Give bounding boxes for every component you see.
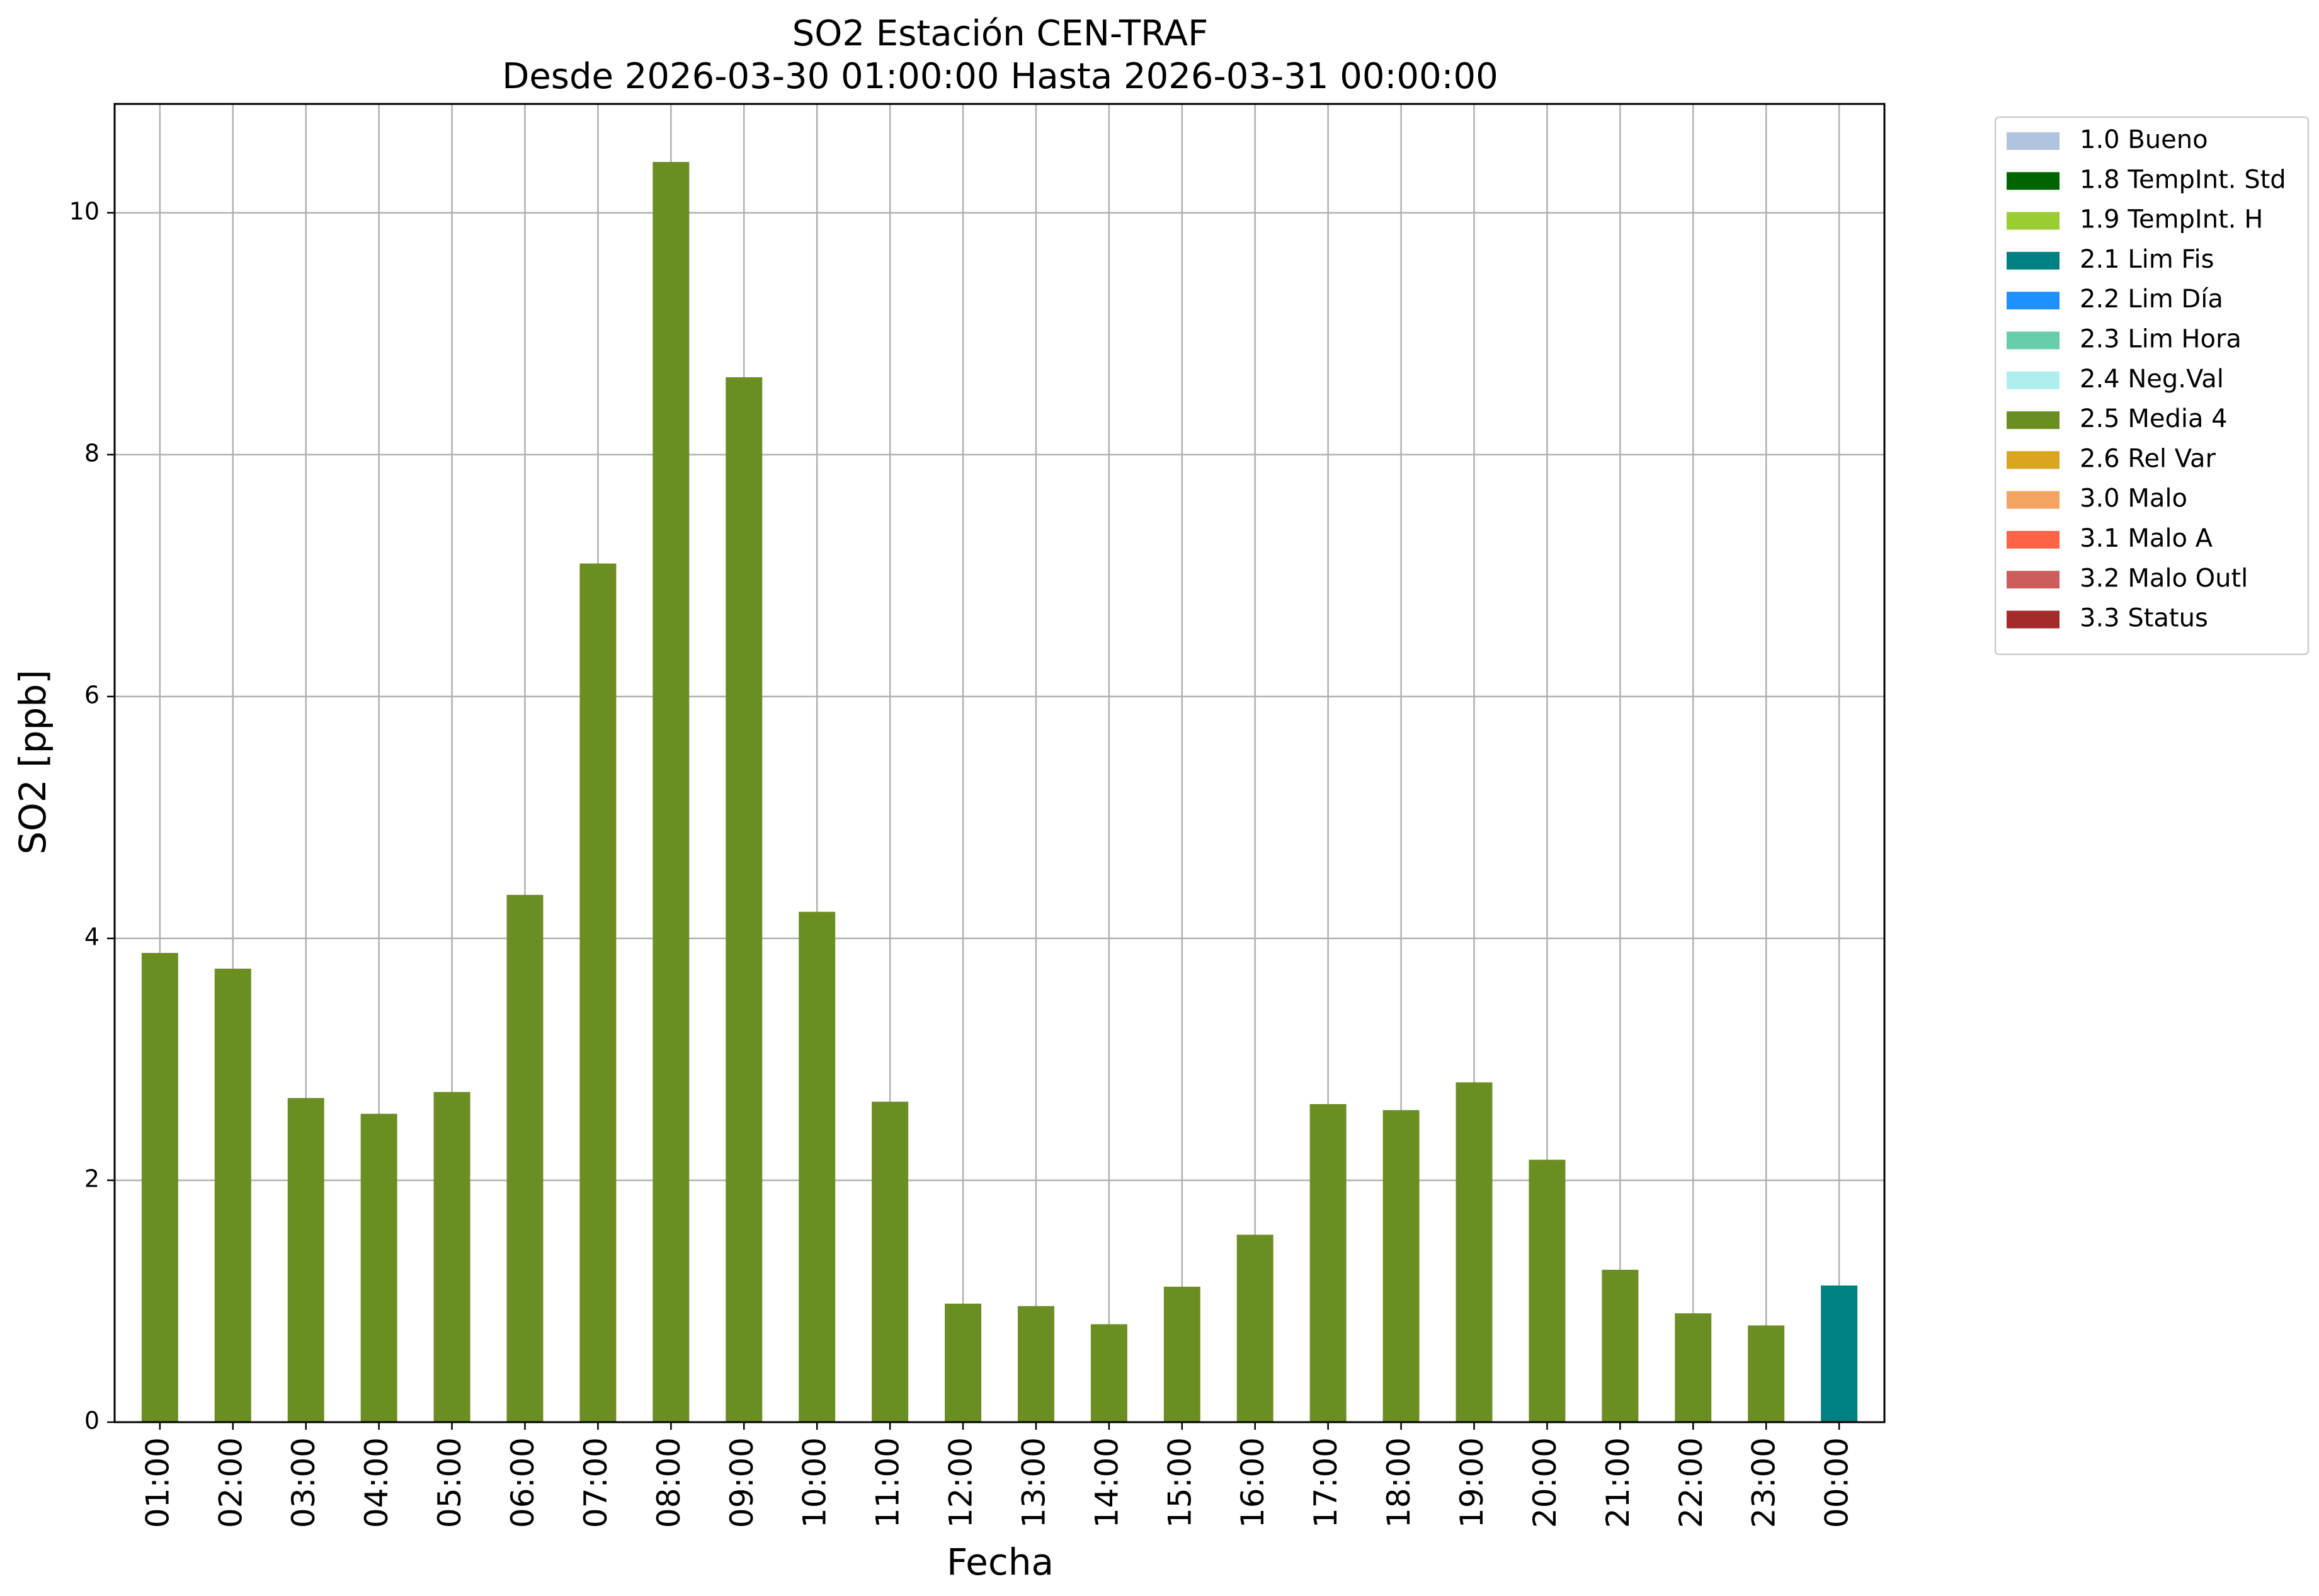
x-tick-label: 00:00: [1819, 1437, 1855, 1528]
bar-1800: [1382, 1110, 1420, 1422]
bar-1000: [799, 911, 836, 1422]
y-tick-label: 10: [69, 197, 100, 225]
legend-label: 1.0 Bueno: [2080, 125, 2208, 154]
x-tick-label: 23:00: [1746, 1437, 1782, 1528]
bar-2300: [1748, 1325, 1785, 1422]
legend-swatch: [2007, 371, 2060, 389]
bar-0400: [360, 1114, 397, 1422]
legend-swatch: [2007, 331, 2060, 350]
x-tick-label: 13:00: [1015, 1437, 1052, 1528]
legend-label: 2.6 Rel Var: [2080, 444, 2216, 473]
y-tick-label: 8: [84, 439, 100, 467]
legend-swatch: [2007, 132, 2060, 150]
legend-swatch: [2007, 531, 2060, 549]
bar-0600: [506, 894, 544, 1422]
chart-title-line-1: SO2 Estación CEN-TRAF: [792, 13, 1209, 54]
legend-label: 1.9 TempInt. H: [2080, 205, 2263, 234]
bar-0700: [579, 563, 617, 1423]
legend-swatch: [2007, 172, 2060, 190]
legend-label: 1.8 TempInt. Std: [2080, 165, 2286, 194]
bar-0000: [1821, 1285, 1858, 1422]
legend-label: 3.1 Malo A: [2080, 524, 2213, 553]
bar-0300: [287, 1098, 324, 1422]
x-tick-label: 22:00: [1673, 1437, 1709, 1528]
y-tick-label: 2: [84, 1165, 100, 1192]
legend-label: 3.2 Malo Outl: [2080, 564, 2248, 593]
bar-0200: [214, 968, 251, 1422]
legend-label: 2.3 Lim Hora: [2080, 325, 2242, 354]
x-tick-label: 09:00: [724, 1437, 760, 1528]
chart-title: SO2 Estación CEN-TRAF Desde 2026-03-30 0…: [502, 13, 1498, 97]
bar-1100: [872, 1102, 909, 1422]
x-tick-label: 15:00: [1161, 1437, 1198, 1528]
bar-0100: [141, 952, 178, 1422]
legend-swatch: [2007, 212, 2060, 230]
y-tick-label: 4: [84, 923, 100, 950]
legend: 1.0 Bueno 1.8 TempInt. Std 1.9 TempInt. H 2…: [1994, 116, 2310, 656]
x-tick-label: 18:00: [1381, 1437, 1417, 1528]
legend-swatch: [2007, 292, 2060, 310]
bar-2000: [1529, 1160, 1566, 1422]
bars: [141, 162, 1858, 1423]
legend-label: 3.0 Malo: [2080, 484, 2187, 513]
x-axis: 01:00 02:00 03:00 04:00 05:00 06:00 07:00 08:00…: [139, 1422, 1855, 1528]
x-tick-label: 17:00: [1308, 1437, 1344, 1528]
x-tick-label: 04:00: [358, 1437, 395, 1528]
x-tick-label: 19:00: [1454, 1437, 1490, 1528]
x-tick-label: 02:00: [212, 1437, 249, 1528]
x-tick-label: 01:00: [139, 1437, 176, 1528]
y-tick-label: 6: [84, 681, 100, 709]
legend-swatch: [2007, 411, 2060, 430]
x-tick-label: 16:00: [1234, 1437, 1271, 1528]
chart-title-line-2: Desde 2026-03-30 01:00:00 Hasta 2026-03-…: [502, 56, 1498, 97]
x-tick-label: 08:00: [651, 1437, 687, 1528]
y-tick-label: 0: [84, 1407, 100, 1435]
bar-2200: [1675, 1313, 1712, 1422]
x-tick-label: 06:00: [504, 1437, 541, 1528]
x-tick-label: 14:00: [1088, 1437, 1125, 1528]
bar-1600: [1236, 1234, 1273, 1422]
legend-frame: [1994, 116, 2310, 656]
x-tick-label: 07:00: [578, 1437, 614, 1528]
x-tick-label: 21:00: [1600, 1437, 1636, 1528]
y-axis: 0 2 4 6 8 10: [69, 197, 115, 1435]
legend-swatch: [2007, 251, 2060, 270]
bar-1300: [1017, 1306, 1054, 1422]
legend-swatch: [2007, 610, 2060, 629]
bar-0900: [726, 377, 763, 1423]
x-tick-label: 10:00: [797, 1437, 833, 1528]
x-tick-label: 20:00: [1527, 1437, 1563, 1528]
bar-0800: [652, 162, 690, 1422]
plot-frame: [113, 103, 1886, 1423]
x-tick-label: 03:00: [285, 1437, 322, 1528]
legend-label: 2.2 Lim Día: [2080, 285, 2223, 314]
bar-1900: [1456, 1082, 1493, 1422]
x-tick-label: 05:00: [431, 1437, 468, 1528]
legend-swatch: [2007, 571, 2060, 589]
bar-1200: [945, 1303, 982, 1422]
legend-swatch: [2007, 491, 2060, 509]
x-axis-label: Fecha: [947, 1541, 1054, 1583]
bar-1700: [1309, 1103, 1347, 1422]
bar-2100: [1602, 1270, 1639, 1422]
legend-label: 2.5 Media 4: [2080, 404, 2228, 433]
bar-1400: [1090, 1324, 1127, 1422]
bar-0500: [433, 1092, 470, 1422]
y-axis-label: SO2 [ppb]: [11, 670, 54, 855]
x-tick-label: 12:00: [943, 1437, 979, 1528]
legend-label: 2.1 Lim Fis: [2080, 245, 2214, 274]
bar-1500: [1163, 1286, 1200, 1422]
legend-swatch: [2007, 451, 2060, 469]
x-tick-label: 11:00: [870, 1437, 906, 1528]
legend-label: 3.3 Status: [2080, 604, 2208, 633]
legend-label: 2.4 Neg.Val: [2080, 365, 2224, 394]
